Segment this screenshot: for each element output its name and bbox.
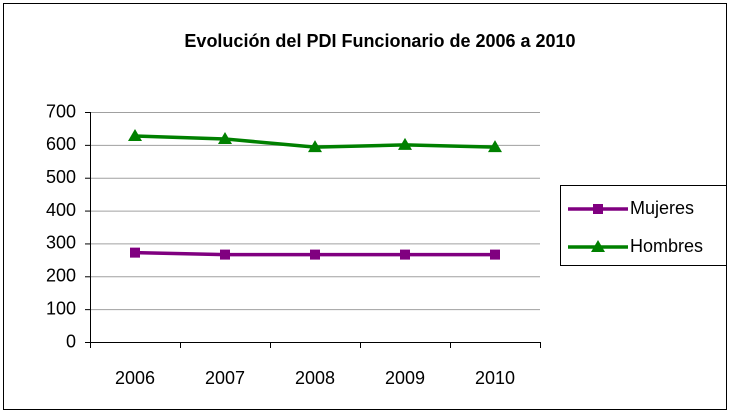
y-tick-label: 0: [66, 331, 76, 351]
legend-box: [560, 185, 727, 266]
y-tick-label: 300: [46, 233, 76, 253]
x-tick-label: 2008: [295, 368, 335, 388]
legend-marker: [593, 204, 603, 214]
marker: [398, 137, 412, 150]
y-tick-label: 700: [46, 101, 76, 121]
x-tick-label: 2007: [205, 368, 245, 388]
marker: [218, 131, 232, 144]
x-tick-label: 2010: [475, 368, 515, 388]
legend-label: Hombres: [630, 236, 703, 256]
marker: [490, 249, 500, 260]
marker: [308, 140, 322, 153]
marker: [220, 249, 230, 260]
marker: [400, 249, 410, 260]
y-tick-label: 200: [46, 266, 76, 286]
y-tick-label: 400: [46, 200, 76, 220]
legend-label: Mujeres: [630, 198, 694, 218]
y-tick-label: 500: [46, 167, 76, 187]
x-tick-label: 2009: [385, 368, 425, 388]
chart-title: Evolución del PDI Funcionario de 2006 a …: [184, 31, 575, 51]
y-tick-label: 600: [46, 134, 76, 154]
marker: [128, 128, 142, 141]
marker: [310, 249, 320, 260]
legend-marker: [591, 240, 605, 252]
x-tick-label: 2006: [115, 368, 155, 388]
marker: [488, 140, 502, 153]
marker: [130, 247, 140, 258]
y-tick-label: 100: [46, 298, 76, 318]
